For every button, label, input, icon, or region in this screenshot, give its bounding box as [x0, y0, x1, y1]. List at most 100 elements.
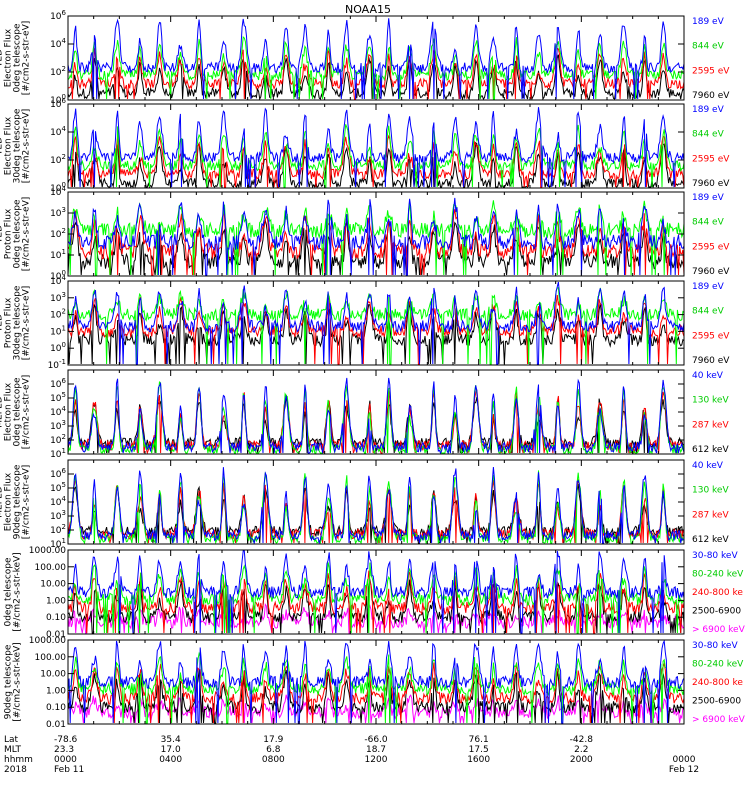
panel-7: 0.01 0.10 1.00 10.00 100.00 1000.00 0deg teles…	[4, 546, 746, 640]
y-tick-label: 0.10	[46, 613, 66, 623]
y-tick-label: 102	[50, 153, 66, 166]
x-row-name: MLT	[4, 745, 22, 755]
series-30-80-kev	[68, 550, 684, 634]
legend-entry: 287 keV	[692, 510, 729, 520]
y-tick-label: 104	[50, 125, 66, 138]
y-tick-label: 105	[50, 391, 66, 404]
y-tick-label: 101	[50, 248, 66, 261]
y-tick-label: 104	[50, 37, 66, 50]
panel-6-traces	[68, 466, 684, 544]
y-tick-label: 106	[50, 377, 66, 390]
x-tick-label: 76.1	[469, 735, 489, 745]
y-tick-label: 103	[50, 206, 66, 219]
panel-2: 100 102 104 106 TED Electron Flux 30deg telesc…	[0, 97, 730, 194]
x-axis-labels: Lat -78.6 35.4 17.9 -66.0 76.1 -42.8 MLT 23.3 17.…	[4, 735, 699, 775]
series-189-ev	[68, 197, 684, 276]
x-tick-label: -78.6	[54, 735, 78, 745]
y-tick-label: 100	[50, 269, 66, 282]
y-tick-label: 106	[50, 97, 66, 110]
y-tick-label: 102	[50, 308, 66, 321]
y-axis-label: MEPED Electron Flux 0deg telescope [#/cm2-s…	[0, 375, 32, 450]
y-tick-label: 106	[50, 9, 66, 22]
x-tick-label: 18.7	[366, 745, 386, 755]
y-tick-label: 100	[50, 93, 66, 106]
x-tick-label: 17.0	[161, 745, 181, 755]
y-label-line: 30deg telescope	[13, 108, 23, 183]
y-label-line: [#/cm2-s-str-eV]	[22, 109, 32, 184]
series--6900-kev	[68, 602, 684, 634]
x-tick-label: 0000	[54, 755, 77, 765]
y-tick-label: 104	[50, 274, 66, 287]
legend-entry: 844 eV	[692, 218, 725, 228]
panel-1: 100 102 104 106 TED Electron Flux 0deg telesco…	[0, 9, 730, 106]
y-tick-label: 102	[50, 523, 66, 536]
legend-entry: 40 keV	[692, 461, 724, 471]
legend-entry: 844 eV	[692, 307, 725, 317]
legend-entry: > 6900 keV	[692, 625, 746, 635]
panel-4-traces	[68, 281, 684, 365]
y-label-line: 0deg telescope	[13, 199, 23, 269]
y-tick-label: 1000.00	[29, 546, 66, 556]
series-287-kev	[68, 477, 684, 544]
x-tick-label: -66.0	[364, 735, 388, 745]
y-label-line: 90deg telescope	[4, 644, 14, 719]
series-189-ev	[68, 107, 684, 188]
y-axis-label: 90deg telescope [#/cm2-s-str-keV]	[4, 642, 23, 721]
series-240-800-ke	[68, 570, 684, 634]
y-tick-label: 104	[50, 405, 66, 418]
x-tick-label: 0000	[673, 755, 696, 765]
y-label-line: Electron Flux	[4, 382, 14, 441]
x-tick-label: 2.2	[574, 745, 588, 755]
y-axis-label: TED Electron Flux 30deg telescope [#/cm2-s-…	[0, 108, 32, 183]
y-label-line: Electron Flux	[4, 472, 14, 531]
y-tick-label: 10.00	[40, 670, 66, 680]
legend-entry: 844 eV	[692, 130, 725, 140]
legend-entry: 130 keV	[692, 486, 729, 496]
y-tick-label: 1000.00	[29, 636, 66, 646]
y-label-line: Electron Flux	[4, 28, 14, 87]
y-label-line: [#/cm2-s-str-eV]	[22, 197, 32, 272]
panel-7-traces	[68, 550, 684, 634]
legend-entry: 30-80 keV	[692, 641, 738, 651]
legend-entry: 7960 eV	[692, 356, 730, 366]
series-7960-ev	[68, 303, 684, 365]
series-30-80-kev	[68, 640, 684, 724]
figure-title: NOAA15	[345, 3, 391, 16]
x-tick-label: 6.8	[266, 745, 281, 755]
x-row-name: hhmm	[4, 755, 33, 765]
legend-entry: 240-800 ke	[692, 678, 743, 688]
panel-4: 10-1 100 101 102 103 104 TED Proton Flux 30deg t…	[0, 274, 730, 371]
legend-entry: 189 eV	[692, 17, 725, 27]
series-80-240-kev	[68, 651, 684, 724]
panels: 100 102 104 106 TED Electron Flux 0deg telesco…	[0, 9, 746, 730]
y-label-line: TED	[0, 225, 5, 244]
panel-3-traces	[68, 197, 684, 276]
y-label-line: [#/cm2-s-str-eV]	[22, 375, 32, 450]
y-label-line: [#/cm2-s-str-eV]	[22, 286, 32, 361]
x-tick-label: 35.4	[161, 735, 181, 745]
series-844-ev	[68, 200, 684, 276]
series-189-ev	[68, 281, 684, 365]
y-label-line: TED	[0, 137, 5, 156]
y-tick-label: 101	[50, 324, 66, 337]
legend-entry: 844 eV	[692, 42, 725, 52]
x-tick-label: 17.5	[469, 745, 489, 755]
y-tick-label: 100	[50, 181, 66, 194]
y-axis-label: MEPED Electron Flux 90deg telescope [#/cm2-…	[0, 464, 32, 539]
legend-entry: 2500-6900	[692, 607, 741, 617]
y-axis-label: 0deg telescope [#/cm2-s-str-keV]	[4, 552, 23, 631]
legend-entry: 612 keV	[692, 445, 729, 455]
panel-5-traces	[68, 377, 684, 454]
y-tick-label: 100.00	[35, 653, 67, 663]
x-tick-label: 1600	[467, 755, 490, 765]
y-label-line: MEPED	[0, 396, 5, 428]
y-tick-label: 101	[50, 447, 66, 460]
y-tick-label: 105	[50, 481, 66, 494]
y-axis-label: TED Proton Flux 0deg telescope [#/cm2-s-str…	[0, 197, 32, 272]
panel-8: 0.01 0.10 1.00 10.00 100.00 1000.00 90deg tele…	[4, 636, 746, 730]
x-tick-label: 23.3	[54, 745, 74, 755]
y-tick-label: 102	[50, 65, 66, 78]
y-label-line: [#/cm2-s-str-keV]	[13, 642, 23, 721]
